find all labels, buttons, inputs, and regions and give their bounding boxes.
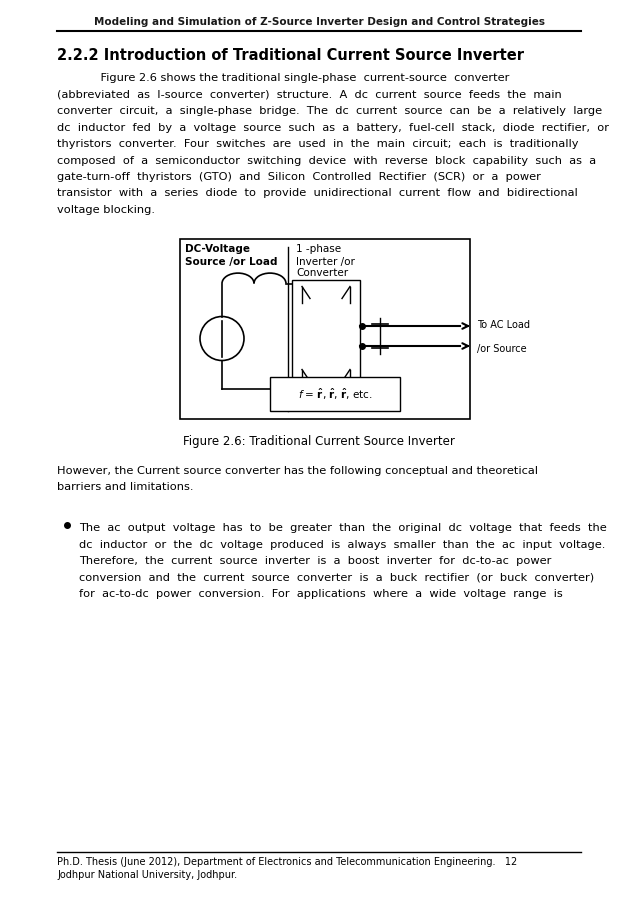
Text: Ph.D. Thesis (June 2012), Department of Electronics and Telecommunication Engine: Ph.D. Thesis (June 2012), Department of … <box>57 856 517 866</box>
Text: To AC Load: To AC Load <box>477 319 530 329</box>
Text: dc  inductor  or  the  dc  voltage  produced  is  always  smaller  than  the  ac: dc inductor or the dc voltage produced i… <box>79 539 605 549</box>
Text: DC-Voltage: DC-Voltage <box>185 244 250 254</box>
Text: gate-turn-off  thyristors  (GTO)  and  Silicon  Controlled  Rectifier  (SCR)  or: gate-turn-off thyristors (GTO) and Silic… <box>57 171 541 182</box>
Text: Jodhpur National University, Jodhpur.: Jodhpur National University, Jodhpur. <box>57 869 237 879</box>
Text: Source /or Load: Source /or Load <box>185 256 278 266</box>
Text: dc  inductor  fed  by  a  voltage  source  such  as  a  battery,  fuel-cell  sta: dc inductor fed by a voltage source such… <box>57 123 609 133</box>
Bar <box>270 377 400 411</box>
Text: 2.2.2 Introduction of Traditional Current Source Inverter: 2.2.2 Introduction of Traditional Curren… <box>57 48 524 63</box>
Bar <box>292 281 360 393</box>
Text: for  ac-to-dc  power  conversion.  For  applications  where  a  wide  voltage  r: for ac-to-dc power conversion. For appli… <box>79 589 563 599</box>
Text: Figure 2.6 shows the traditional single-phase  current-source  converter: Figure 2.6 shows the traditional single-… <box>57 73 509 83</box>
Text: /or Source: /or Source <box>477 344 526 354</box>
Text: The  ac  output  voltage  has  to  be  greater  than  the  original  dc  voltage: The ac output voltage has to be greater … <box>79 522 607 533</box>
Text: (abbreviated  as  I-source  converter)  structure.  A  dc  current  source  feed: (abbreviated as I-source converter) stru… <box>57 89 561 99</box>
Text: composed  of  a  semiconductor  switching  device  with  reverse  block  capabil: composed of a semiconductor switching de… <box>57 155 596 165</box>
Text: However, the Current source converter has the following conceptual and theoretic: However, the Current source converter ha… <box>57 465 538 475</box>
Text: Figure 2.6: Traditional Current Source Inverter: Figure 2.6: Traditional Current Source I… <box>183 435 455 448</box>
Text: conversion  and  the  current  source  converter  is  a  buck  rectifier  (or  b: conversion and the current source conver… <box>79 572 594 582</box>
Text: Modeling and Simulation of Z-Source Inverter Design and Control Strategies: Modeling and Simulation of Z-Source Inve… <box>94 17 544 27</box>
Text: transistor  with  a  series  diode  to  provide  unidirectional  current  flow  : transistor with a series diode to provid… <box>57 189 578 198</box>
Text: $f$ = $\mathbf{\hat{r}}$, $\mathbf{\hat{r}}$, $\mathbf{\hat{r}}$, etc.: $f$ = $\mathbf{\hat{r}}$, $\mathbf{\hat{… <box>298 386 372 401</box>
Text: thyristors  converter.  Four  switches  are  used  in  the  main  circuit;  each: thyristors converter. Four switches are … <box>57 139 579 149</box>
Text: Converter: Converter <box>296 268 348 278</box>
Text: 1 -phase: 1 -phase <box>296 244 341 254</box>
Text: converter  circuit,  a  single-phase  bridge.  The  dc  current  source  can  be: converter circuit, a single-phase bridge… <box>57 106 602 115</box>
Text: voltage blocking.: voltage blocking. <box>57 205 155 215</box>
Bar <box>180 239 470 419</box>
Text: Inverter /or: Inverter /or <box>296 256 355 266</box>
Text: barriers and limitations.: barriers and limitations. <box>57 482 193 492</box>
Text: Therefore,  the  current  source  inverter  is  a  boost  inverter  for  dc-to-a: Therefore, the current source inverter i… <box>79 556 551 566</box>
